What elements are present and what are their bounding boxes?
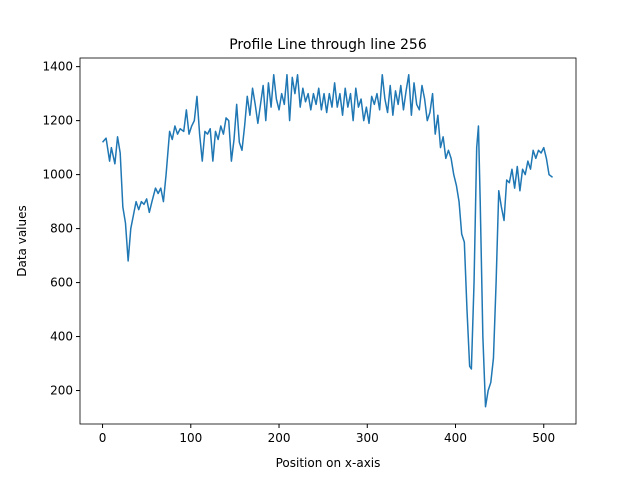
plot-frame	[79, 57, 577, 425]
x-tick-label: 400	[444, 431, 467, 445]
x-axis-label: Position on x-axis	[276, 456, 381, 470]
y-tick-label: 1200	[42, 114, 73, 128]
x-tick-label: 200	[268, 431, 291, 445]
y-tick-label: 400	[50, 330, 73, 344]
x-tick-label: 100	[179, 431, 202, 445]
y-tick-label: 1400	[42, 60, 73, 74]
y-tick-label: 1000	[42, 168, 73, 182]
chart-title: Profile Line through line 256	[229, 37, 427, 53]
y-tick-label: 800	[50, 222, 73, 236]
x-tick-label: 0	[99, 431, 107, 445]
y-axis-label: Data values	[15, 205, 29, 277]
x-tick-label: 500	[532, 431, 555, 445]
x-tick-label: 300	[356, 431, 379, 445]
data-line	[101, 73, 554, 408]
y-tick-label: 600	[50, 276, 73, 290]
y-tick-label: 200	[50, 384, 73, 398]
